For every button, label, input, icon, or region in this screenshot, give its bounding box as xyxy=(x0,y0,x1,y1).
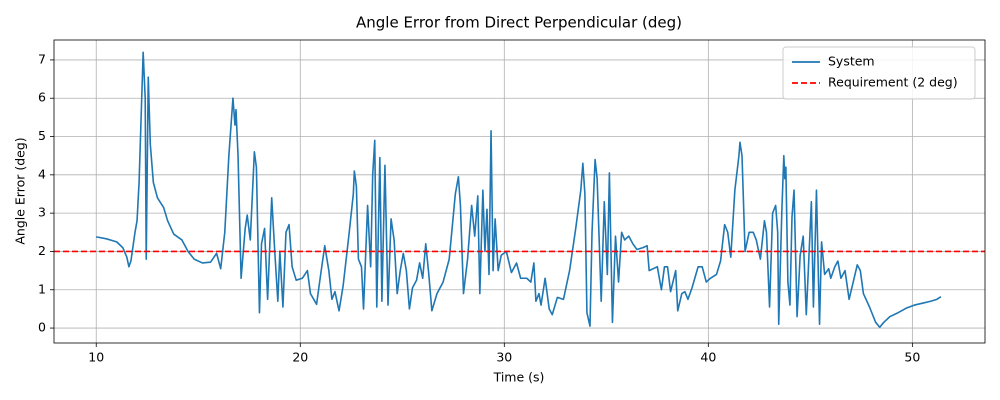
y-tick-label: 4 xyxy=(38,166,46,181)
y-tick-label: 5 xyxy=(38,128,46,143)
x-axis-label: Time (s) xyxy=(493,370,545,385)
legend-box xyxy=(782,46,976,100)
x-tick-label: 40 xyxy=(700,350,716,365)
y-tick-label: 7 xyxy=(38,51,46,66)
x-tick-label: 30 xyxy=(496,350,512,365)
legend-label: System xyxy=(828,54,875,69)
x-tick-label: 20 xyxy=(292,350,308,365)
y-tick-label: 6 xyxy=(38,90,46,105)
y-tick-label: 3 xyxy=(38,205,46,220)
x-tick-label: 10 xyxy=(88,350,104,365)
x-tick-label: 50 xyxy=(904,350,920,365)
y-tick-label: 0 xyxy=(38,320,46,335)
y-axis-label: Angle Error (deg) xyxy=(13,137,28,244)
chart-title: Angle Error from Direct Perpendicular (d… xyxy=(356,14,682,32)
legend-label: Requirement (2 deg) xyxy=(828,75,958,90)
axes-frame xyxy=(53,39,986,344)
series-line xyxy=(96,51,942,329)
y-tick-label: 1 xyxy=(38,281,46,296)
y-tick-label: 2 xyxy=(38,243,46,258)
